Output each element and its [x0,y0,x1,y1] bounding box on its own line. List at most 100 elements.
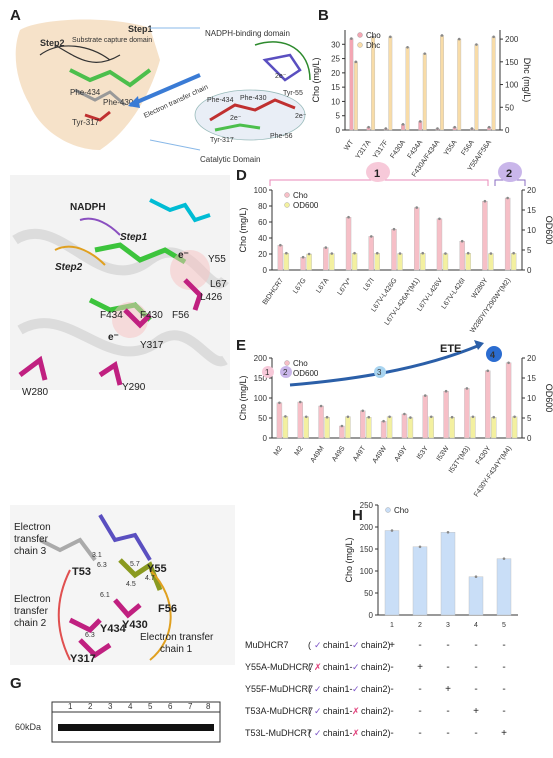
point-od600-10 [512,251,515,255]
point-cho-10 [506,196,509,200]
panel-b-letter: B [318,7,329,24]
bar-cho-6 [401,413,408,439]
row-chain2-cross-icon: ✗ [352,729,360,739]
f-residue-2: T53 [72,566,91,578]
point-cho-6 [453,125,456,129]
row-chain2-4: chain2) [361,728,391,738]
row-mark-4-0: - [390,728,393,739]
blot-lane-5: 5 [148,702,153,711]
x-tick-label: F430A [389,139,407,160]
y-tick-label: 100 [360,567,374,576]
bar-od600-5 [397,253,403,271]
f-dist-2: 6.3 [97,562,107,569]
catalytic-residues [209,98,296,122]
substrate-ligand [94,242,187,265]
e-bubble-3-label: 3 [377,368,382,377]
etc-arrowhead [128,96,140,108]
e-bubble-2-label: 2 [283,368,288,377]
blot-lane-2: 2 [88,702,93,711]
point-od600-1 [307,252,311,256]
point-od600-4 [367,415,371,419]
blot-lane-4: 4 [128,702,133,711]
row-label-3: T53A-MuDHCR7 [245,706,313,716]
chain3-line2: transfer [14,534,49,545]
y2-tick-label: 0 [505,126,510,135]
bar-cho-2 [440,532,456,616]
point-cho-6 [415,206,419,209]
point-od600-11 [513,415,516,419]
row-chain1-check-icon: ✓ [314,685,322,695]
panel-h-letter: H [352,507,363,524]
point-dhc-8 [492,35,495,39]
legend-label-0: Cho [293,359,308,368]
x-tick-label: L67I [362,277,376,292]
x-tick-label: Y55A [443,139,459,157]
row-chain1-3: chain1- [323,706,353,716]
point-cho-11 [507,361,510,365]
bar-cho-7 [422,395,428,439]
y-tick-label: 40 [258,234,267,243]
x-tick-label: F434A [407,139,425,160]
x-tick-label: L67V* [337,277,354,297]
bar-cho-3 [339,425,345,439]
blot-lane-7: 7 [188,702,193,711]
bar-dhc-7 [474,44,479,131]
bar-dhc-5 [440,35,444,131]
point-od600-4 [375,251,379,255]
chart-b: 0 5 10 15 20 25 30 Cho (mg/L) 0 50 100 150 200 Dhc (m… [311,30,532,179]
x-tick-label: I53T*(M3) [448,445,472,475]
bar-dhc-8 [491,36,496,131]
x-tick-label: 4 [474,622,478,629]
residue-c-7: Y317 [140,340,164,351]
density-y55 [170,250,210,290]
legend-swatch-0 [357,32,363,38]
x-tick-label: F430Y [475,445,493,466]
point-cho-8 [487,125,491,129]
point-od600-9 [471,415,475,419]
panel-e-letter: E [236,337,246,354]
residue-c-6: F434 [100,310,123,321]
point-od600-2 [330,252,334,255]
row-chain2-1: chain2) [361,662,391,672]
bubble-1-label: 1 [374,168,380,180]
point-cho-2 [446,530,450,534]
row-mark-4-3: - [474,728,477,739]
legend-swatch-1 [284,202,290,208]
y2-tick-label: 150 [505,58,519,67]
point-cho-3 [474,575,478,579]
row-paren-2: ( [308,684,311,694]
point-cho-4 [361,409,365,413]
y2-axis-label: Dhc (mg/L) [522,58,532,103]
step1-curve [79,217,121,236]
f-residue-y317 [78,638,112,659]
y-tick-label: 25 [331,55,340,64]
chain3-line3: chain 3 [14,546,47,557]
bar-od600-0 [283,252,290,271]
point-od600-6 [421,251,425,255]
row-mark-4-1: - [418,728,421,739]
row-chain2-check-icon: ✓ [352,685,360,695]
f-dist-5: 4.5 [126,581,136,588]
electron-a-3: 2e⁻ [275,73,287,80]
point-od600-3 [346,415,350,419]
electron-a-2: 2e⁻ [295,113,307,120]
point-cho-5 [436,127,439,130]
bar-cho-10 [504,197,511,271]
residue-a-4: Phe-434 [207,97,234,104]
point-cho-1 [367,125,370,129]
y-tick-label: 100 [254,394,268,403]
panel-g-letter: G [10,675,22,692]
legend-swatch-0 [284,360,290,366]
row-mark-1-3: - [474,662,477,673]
point-cho-2 [319,404,323,408]
density-f434 [112,302,148,338]
x-tick-label: 1 [390,622,394,629]
point-od600-8 [466,251,470,255]
x-tick-label: I53W [436,445,451,463]
point-od600-5 [388,415,391,419]
row-mark-3-2: - [446,706,449,717]
x-tick-label: F56A [460,139,476,157]
residue-a-1: Phe-434 [70,88,101,97]
y2-tick-label: 50 [505,103,514,112]
x-tick-label: A49S [331,445,347,463]
